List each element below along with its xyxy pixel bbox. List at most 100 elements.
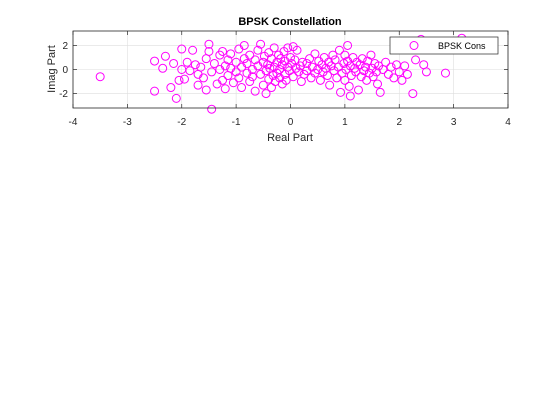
data-point [325,80,335,90]
data-point [307,62,317,72]
data-point [340,50,350,60]
data-point [305,54,315,64]
data-point [250,55,260,65]
data-point [179,74,189,84]
data-point [397,75,407,85]
data-point [283,43,293,53]
data-point [218,46,228,56]
data-point [340,75,350,85]
data-point [234,73,244,83]
data-point [247,72,257,82]
data-point [368,72,378,82]
data-point [150,56,160,66]
data-point [389,73,399,83]
data-point [258,57,268,67]
y-tick-label: 2 [62,41,68,52]
data-point [375,87,385,97]
data-point [218,75,228,85]
data-point [371,67,381,77]
data-point [185,66,195,76]
data-point [253,45,263,55]
data-point [228,78,238,88]
data-point [265,63,275,73]
data-point [336,87,346,97]
data-point [343,40,353,50]
data-point [440,68,450,78]
data-point [394,67,404,77]
data-point [334,45,344,55]
data-point [220,84,230,94]
legend: BPSK Cons [389,36,499,55]
data-point [288,72,298,82]
data-points [95,33,467,114]
x-tick-label: 1 [342,117,348,128]
data-point [275,65,285,74]
x-tick-label: -3 [123,117,132,128]
data-point [242,58,252,68]
data-point [237,83,247,93]
data-point [166,83,176,93]
x-axis-label: Real Part [267,132,313,144]
data-point [411,55,421,65]
data-point [223,55,233,65]
data-point [174,75,184,85]
x-tick-label: -2 [177,117,186,128]
data-point [199,73,208,83]
data-point [207,104,217,114]
data-point [204,39,214,49]
data-point [171,93,181,103]
data-point [321,63,331,73]
data-point [95,72,105,82]
data-point [357,54,367,64]
data-point [220,61,230,71]
axis-ticks [72,31,509,108]
data-point [297,57,307,67]
data-point [182,57,192,67]
data-point [150,86,160,96]
x-tick-label: 3 [451,117,457,128]
data-point [292,45,302,55]
data-point [381,57,391,67]
data-point [250,86,260,96]
data-point [328,50,338,60]
data-point [402,69,412,79]
data-point [261,89,271,99]
y-tick-label: 0 [62,65,68,76]
data-point [373,79,382,89]
data-point [281,75,291,85]
data-point [239,40,249,50]
data-point [209,58,219,68]
data-point [226,49,236,59]
data-point [169,58,179,68]
x-tick-label: -1 [232,117,241,128]
data-point [231,57,241,67]
data-point [269,43,279,53]
x-tick-label: 2 [396,117,402,128]
legend-box [389,36,499,55]
data-point [310,49,320,59]
data-point [322,71,332,81]
data-point [421,67,431,77]
data-point [345,91,355,101]
y-tick-labels: -2 0 2 [59,41,68,100]
data-point [158,63,168,73]
data-point [193,80,203,90]
legend-label: BPSK Cons [438,41,486,51]
data-point [245,77,255,87]
legend-marker-icon [409,41,419,50]
data-point [386,62,396,72]
data-point [256,39,266,49]
data-point [344,81,354,91]
y-axis-label: Imag Part [46,45,58,93]
data-point [160,51,170,61]
data-point [264,48,274,58]
data-point [315,75,325,85]
x-tick-label: 0 [288,117,294,128]
data-point [276,54,286,64]
x-tick-label: -4 [69,117,78,128]
data-point [269,62,279,72]
y-tick-label: -2 [59,89,68,100]
data-point [353,85,363,95]
x-tick-label: 4 [505,117,511,128]
